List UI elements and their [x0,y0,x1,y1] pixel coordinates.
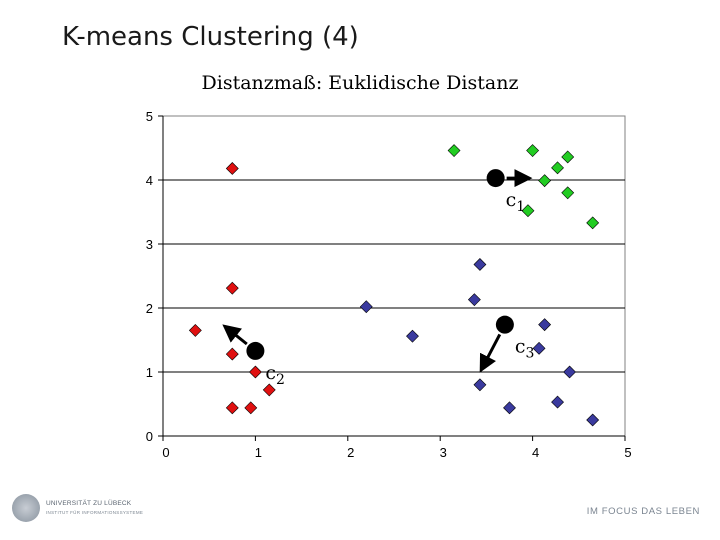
centroid-arrow [479,333,502,373]
centroid-marker [495,315,514,334]
data-point [586,413,600,427]
x-tick-label: 5 [624,445,631,460]
y-tick-label: 2 [146,301,153,316]
chart-title: Distanzmaß: Euklidische Distanz [201,72,519,94]
x-tick-label: 0 [162,445,169,460]
x-tick-label: 3 [440,445,447,460]
data-point [447,144,461,157]
data-point [225,281,239,295]
y-tick-label: 3 [146,237,153,252]
y-tick-label: 5 [146,109,153,124]
data-point [406,329,419,343]
x-tick-label: 2 [347,445,354,460]
data-point [467,293,481,307]
slide-title: K-means Clustering (4) [62,22,359,52]
data-point [586,216,600,230]
y-tick-label: 4 [146,173,153,188]
data-point [563,365,576,379]
centroid-marker [486,169,505,188]
data-point [188,323,202,337]
data-point [225,347,239,361]
y-tick-label: 0 [146,429,153,444]
data-point [359,300,373,314]
data-point [561,150,575,164]
university-seal-icon [12,494,40,522]
data-point [538,318,552,332]
data-point [551,395,564,409]
data-point [503,401,516,415]
data-point [521,204,535,218]
tagline: IM FOCUS DAS LEBEN [586,506,700,517]
centroid-label: c3 [515,336,535,362]
x-tick-label: 4 [532,445,539,460]
data-point [225,162,239,175]
university-logo: UNIVERSITÄT ZU LÜBECK INSTITUT FÜR INFOR… [12,494,162,524]
centroid-label: c2 [265,362,285,388]
data-point [225,401,239,415]
data-point [244,401,258,415]
data-point [551,161,564,175]
data-point [262,383,276,397]
y-tick-label: 1 [146,365,153,380]
data-point [248,365,262,379]
university-subline: INSTITUT FÜR INFORMATIONSSYSTEME [46,510,144,515]
x-tick-label: 1 [255,445,262,460]
centroid-arrow [222,324,248,346]
data-point [561,186,575,200]
data-point [473,378,487,392]
centroid-label: c1 [506,189,526,215]
data-point [473,258,487,271]
university-name: UNIVERSITÄT ZU LÜBECK [46,500,132,507]
centroid-marker [246,341,265,360]
data-point [538,174,552,188]
data-point [532,341,546,355]
data-point [526,144,540,157]
